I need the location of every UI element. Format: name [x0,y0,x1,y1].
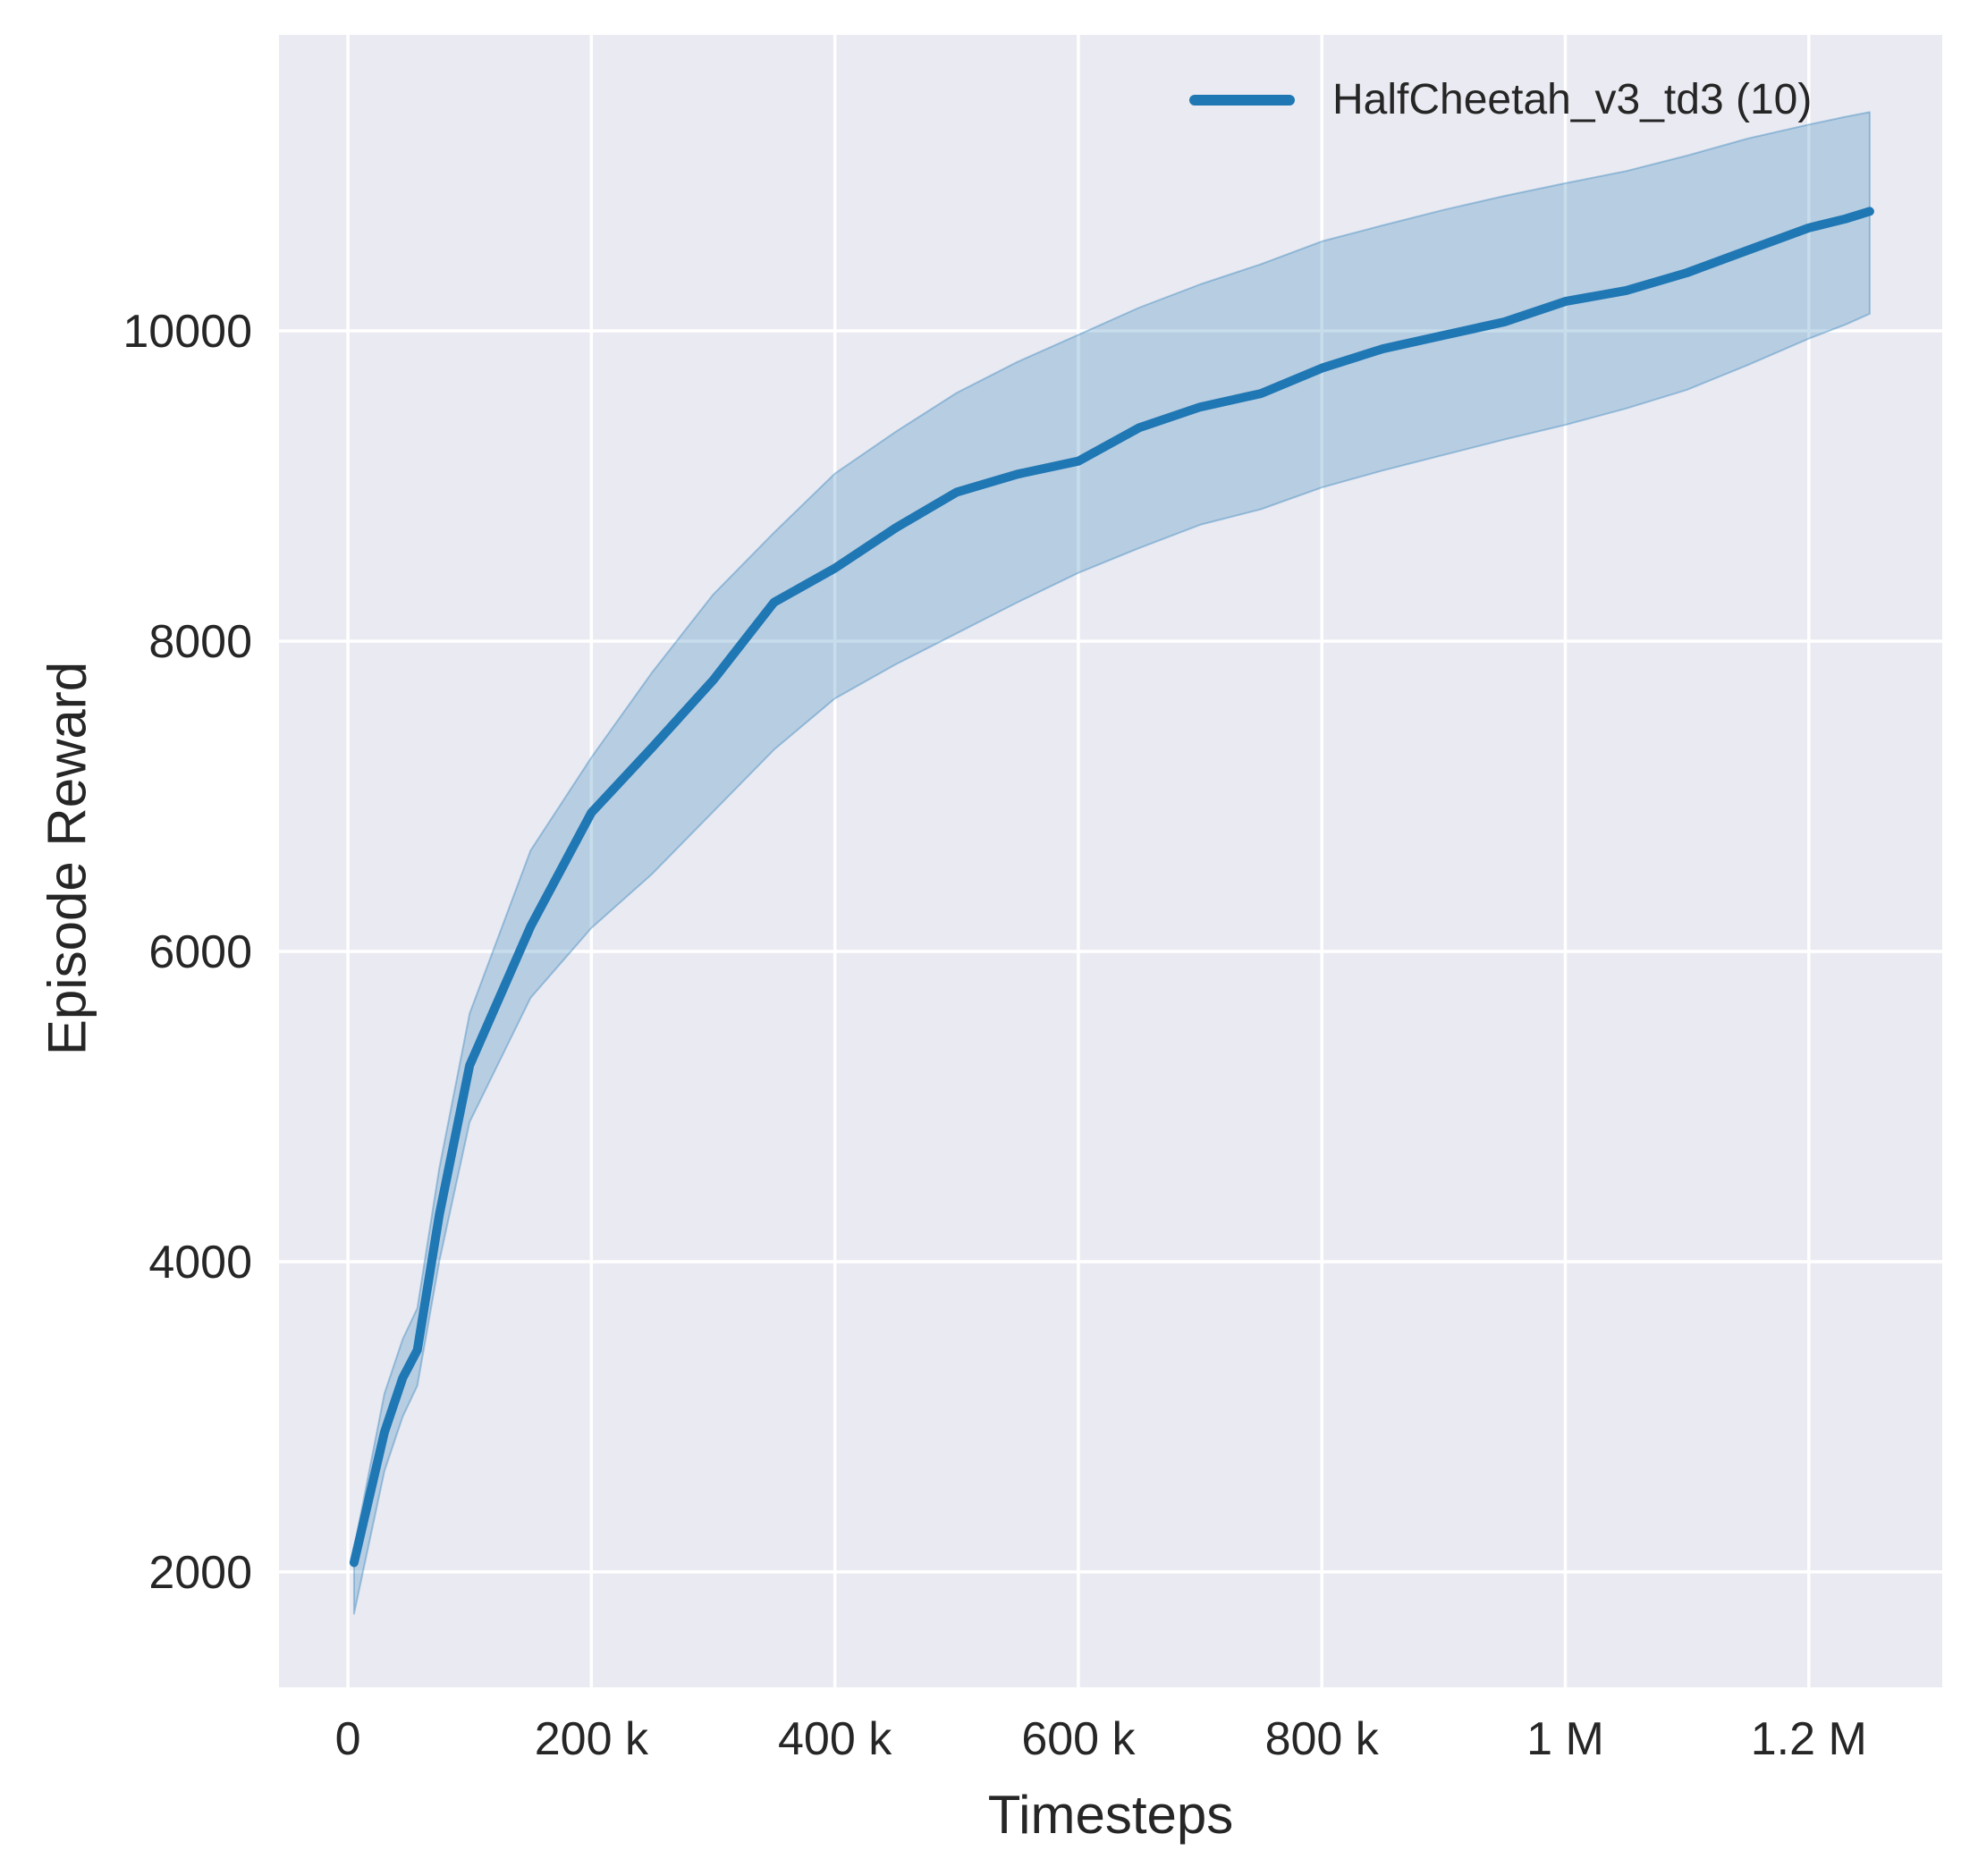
x-tick-label: 800 k [1265,1713,1380,1765]
legend: HalfCheetah_v3_td3 (10) [1189,75,1812,124]
x-tick-label: 200 k [535,1713,649,1765]
plot-area [279,35,1942,1687]
y-tick-label: 10000 [123,306,252,358]
y-tick-label: 2000 [148,1547,252,1599]
y-tick-label: 6000 [148,926,252,978]
x-tick-label: 600 k [1021,1713,1136,1765]
y-axis-label: Episode Reward [37,661,97,1056]
x-tick-label: 1.2 M [1751,1713,1867,1765]
x-axis-label: Timesteps [987,1785,1234,1845]
x-tick-label: 0 [335,1713,361,1765]
legend-line-sample [1189,94,1295,106]
y-tick-label: 4000 [148,1237,252,1289]
x-tick-label: 400 k [778,1713,892,1765]
mean-line [349,207,1874,1568]
x-tick-label: 1 M [1526,1713,1604,1765]
y-tick-label: 8000 [148,616,252,668]
legend-label: HalfCheetah_v3_td3 (10) [1332,76,1813,123]
